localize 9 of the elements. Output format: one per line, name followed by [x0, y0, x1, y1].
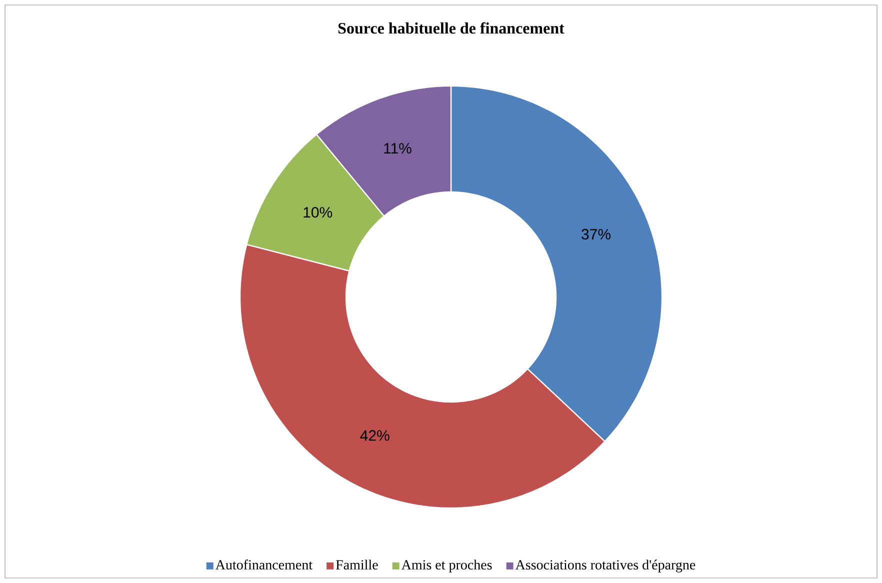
data-label: 11%: [384, 143, 412, 154]
chart-title: Source habituelle de financement: [338, 22, 564, 34]
legend-label: Autofinancement: [216, 560, 312, 570]
data-label: 42%: [360, 430, 390, 441]
legend-label: Amis et proches: [401, 560, 492, 572]
data-label: 37%: [582, 228, 610, 240]
legend-label: Famille: [336, 560, 378, 570]
legend-label: Associations rotatives d'épargne: [515, 560, 696, 572]
data-label: 10%: [304, 207, 332, 218]
